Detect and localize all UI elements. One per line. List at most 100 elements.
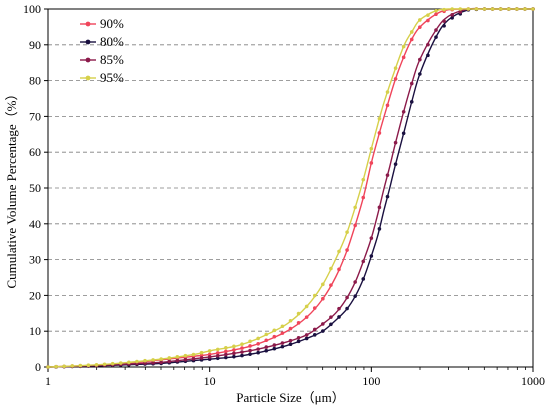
legend-marker bbox=[85, 39, 91, 45]
data-point bbox=[232, 354, 236, 359]
data-point bbox=[369, 236, 374, 240]
data-point bbox=[506, 7, 511, 11]
data-point bbox=[207, 349, 212, 353]
data-point bbox=[377, 131, 382, 135]
legend-label: 90% bbox=[100, 16, 124, 31]
data-point bbox=[393, 66, 398, 70]
data-point bbox=[70, 364, 75, 368]
data-point bbox=[385, 194, 390, 199]
data-point bbox=[288, 338, 293, 343]
data-point bbox=[224, 352, 228, 357]
data-point bbox=[264, 345, 269, 349]
data-point bbox=[224, 355, 228, 360]
data-point bbox=[409, 100, 414, 104]
data-point bbox=[248, 352, 252, 356]
data-point bbox=[256, 347, 260, 351]
data-point bbox=[482, 7, 487, 11]
data-point bbox=[215, 353, 220, 358]
data-point bbox=[345, 248, 349, 252]
data-point bbox=[353, 280, 357, 284]
data-point bbox=[353, 294, 357, 298]
data-point bbox=[345, 230, 349, 234]
data-point bbox=[329, 322, 333, 327]
data-point bbox=[450, 13, 454, 17]
data-point bbox=[248, 344, 252, 348]
data-point bbox=[474, 7, 479, 11]
y-tick-label: 20 bbox=[29, 288, 41, 302]
data-point bbox=[490, 7, 495, 11]
y-tick-label: 60 bbox=[29, 145, 41, 159]
data-point bbox=[385, 103, 390, 108]
series-line bbox=[47, 7, 533, 368]
data-point bbox=[353, 205, 357, 210]
data-point bbox=[426, 42, 430, 47]
data-point bbox=[361, 195, 366, 200]
data-point bbox=[280, 324, 285, 329]
data-point bbox=[418, 18, 422, 22]
data-point bbox=[353, 223, 357, 228]
data-point bbox=[102, 362, 107, 367]
data-point bbox=[329, 266, 333, 271]
data-point bbox=[256, 336, 260, 341]
data-point bbox=[151, 360, 155, 365]
data-point bbox=[167, 359, 172, 364]
data-point bbox=[240, 346, 244, 350]
data-point bbox=[345, 306, 349, 311]
data-point bbox=[418, 72, 422, 76]
data-point bbox=[272, 343, 277, 347]
data-point bbox=[337, 267, 341, 272]
data-point bbox=[377, 227, 382, 231]
data-point bbox=[224, 346, 228, 350]
data-point bbox=[312, 293, 317, 298]
series-lines bbox=[46, 7, 535, 369]
data-point bbox=[442, 7, 446, 12]
data-point bbox=[272, 346, 277, 351]
data-point bbox=[401, 131, 406, 136]
data-point bbox=[361, 177, 366, 182]
x-tick-label: 1000 bbox=[521, 374, 545, 388]
data-point bbox=[466, 7, 471, 11]
data-point bbox=[248, 339, 252, 344]
data-point bbox=[272, 328, 277, 333]
legend-marker bbox=[85, 21, 91, 27]
legend-marker bbox=[85, 75, 91, 81]
data-point bbox=[434, 12, 438, 17]
data-point bbox=[515, 7, 519, 11]
y-tick-label: 0 bbox=[35, 360, 41, 374]
data-point bbox=[232, 348, 236, 352]
legend-marker bbox=[85, 57, 91, 63]
data-point bbox=[248, 348, 252, 353]
data-point bbox=[312, 306, 317, 310]
data-point bbox=[167, 356, 172, 360]
data-point bbox=[159, 360, 163, 365]
data-point bbox=[240, 350, 244, 354]
data-point bbox=[442, 19, 446, 23]
data-point bbox=[183, 357, 188, 362]
data-point bbox=[385, 173, 390, 177]
legend-label: 85% bbox=[100, 52, 124, 67]
data-point bbox=[418, 57, 422, 62]
data-point bbox=[296, 311, 301, 316]
data-point bbox=[434, 35, 438, 39]
data-point bbox=[377, 116, 382, 121]
data-point bbox=[264, 332, 269, 337]
data-point bbox=[215, 347, 220, 352]
data-point bbox=[418, 25, 422, 29]
data-point bbox=[361, 277, 366, 281]
legend: 90% 80% 85% 95% bbox=[80, 16, 124, 85]
data-point bbox=[337, 306, 341, 311]
data-point bbox=[256, 350, 260, 355]
data-point bbox=[280, 344, 285, 349]
data-point bbox=[94, 363, 99, 367]
data-point bbox=[280, 341, 285, 345]
data-point bbox=[207, 355, 212, 359]
data-point bbox=[304, 333, 309, 337]
x-axis-title: Particle Size（μm） bbox=[236, 390, 344, 405]
data-point bbox=[450, 16, 454, 20]
data-point bbox=[264, 348, 269, 353]
data-point bbox=[361, 259, 366, 264]
data-point bbox=[321, 322, 325, 326]
data-point bbox=[215, 351, 220, 355]
data-point bbox=[62, 364, 66, 369]
data-point bbox=[426, 13, 430, 18]
